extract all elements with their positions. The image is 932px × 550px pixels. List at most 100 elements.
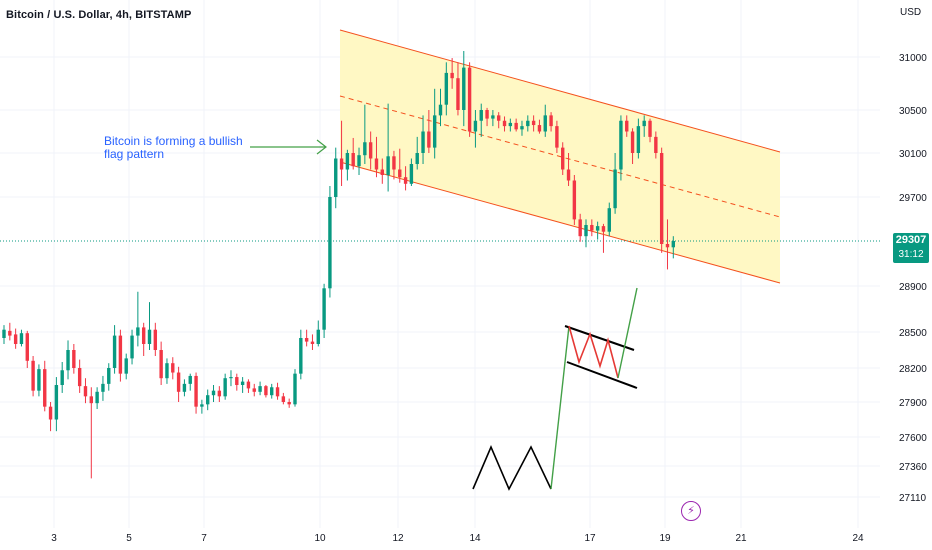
candle-body	[310, 341, 315, 344]
candle-body	[432, 115, 437, 148]
candle-body	[72, 350, 76, 368]
candle-body	[485, 110, 489, 119]
candle-body	[438, 104, 443, 116]
y-axis-tick-label: 31000	[899, 53, 927, 64]
candle-body	[339, 158, 344, 170]
candle-body	[124, 358, 128, 374]
channel-upper-line	[339, 29, 781, 153]
candle-body	[322, 288, 326, 330]
candle-body	[630, 131, 635, 153]
annotation-text: Bitcoin is forming a bullish flag patter…	[104, 134, 243, 161]
candle-body	[665, 243, 670, 248]
bar-countdown: 31:12	[898, 249, 924, 260]
candle-body	[479, 110, 483, 121]
candle-body	[83, 386, 88, 397]
candle-body	[19, 333, 24, 344]
candle-body	[619, 120, 623, 170]
x-axis-tick-label: 3	[51, 533, 57, 544]
flag-upper-line	[564, 325, 635, 351]
candle-body	[386, 156, 390, 175]
candle-body	[625, 120, 629, 132]
candle-body	[578, 219, 582, 237]
candle-body	[240, 381, 245, 385]
candle-body	[316, 329, 320, 344]
candle-body	[334, 158, 338, 197]
candle-body	[561, 147, 565, 170]
candle-body	[25, 333, 29, 361]
candle-body	[654, 136, 658, 153]
candle-body	[176, 372, 181, 392]
candle-body	[258, 386, 262, 392]
candle-body	[374, 158, 379, 170]
candle-body	[89, 396, 93, 404]
candle-body	[363, 142, 367, 156]
y-axis-tick-label: 28200	[899, 364, 927, 375]
x-axis-tick-label: 10	[314, 533, 326, 544]
x-axis-tick-label: 5	[126, 533, 132, 544]
candle-body	[467, 67, 472, 132]
candle-body	[287, 402, 291, 405]
y-axis-tick-label: 27110	[899, 493, 927, 504]
candle-body	[427, 131, 431, 148]
candle-body	[141, 327, 146, 344]
candle-body	[77, 368, 82, 387]
candle-body	[508, 122, 513, 127]
candle-body	[95, 391, 99, 404]
candle-body	[188, 375, 192, 384]
candle-body	[566, 169, 571, 181]
candle-body	[380, 169, 384, 175]
candle-body	[270, 387, 274, 396]
candle-body	[526, 120, 530, 127]
candle-body	[595, 226, 600, 231]
channel-lower-line	[339, 161, 781, 284]
candle-body	[136, 327, 140, 336]
lightning-icon[interactable]: ⚡	[681, 501, 701, 521]
candle-body	[112, 335, 117, 368]
flag-zigzag	[568, 325, 619, 379]
y-axis-tick-label: 27900	[899, 398, 927, 409]
candle-body	[543, 115, 547, 132]
schematic-zigzag	[472, 444, 552, 491]
channel-midline	[339, 95, 781, 218]
last-price-tag: 29307 31:12	[893, 233, 929, 263]
candle-body	[252, 388, 256, 392]
candle-body	[246, 381, 251, 389]
candle-body	[165, 363, 169, 379]
x-axis-tick-label: 24	[852, 533, 864, 544]
candle-body	[130, 335, 134, 359]
candle-body	[264, 386, 268, 396]
candle-body	[328, 197, 332, 289]
candle-body	[531, 120, 536, 126]
candle-body	[607, 208, 611, 232]
candle-body	[37, 369, 41, 391]
candle-body	[671, 241, 675, 248]
candle-body	[502, 120, 507, 127]
candle-body	[642, 120, 646, 127]
candle-body	[159, 350, 163, 379]
candle-body	[549, 115, 553, 127]
candle-body	[351, 153, 355, 167]
candle-body	[456, 78, 460, 110]
candle-body	[398, 169, 402, 178]
candle-body	[101, 383, 105, 392]
candle-body	[223, 378, 227, 397]
y-axis-tick-label: 30100	[899, 149, 927, 160]
candle-body	[514, 122, 518, 130]
candle-body	[584, 224, 588, 237]
candle-body	[590, 224, 594, 231]
candle-body	[491, 115, 495, 119]
candle-body	[299, 338, 303, 374]
candle-body	[421, 131, 425, 153]
candle-body	[648, 120, 652, 137]
candle-body	[444, 72, 449, 105]
candle-body	[659, 153, 664, 244]
candle-body	[66, 350, 70, 371]
candle-body	[147, 329, 152, 344]
candle-body	[636, 126, 641, 153]
candle-body	[48, 406, 53, 420]
candle-body	[182, 383, 187, 392]
candle-body	[572, 180, 577, 220]
candle-body	[368, 142, 373, 159]
candle-body	[60, 370, 64, 385]
